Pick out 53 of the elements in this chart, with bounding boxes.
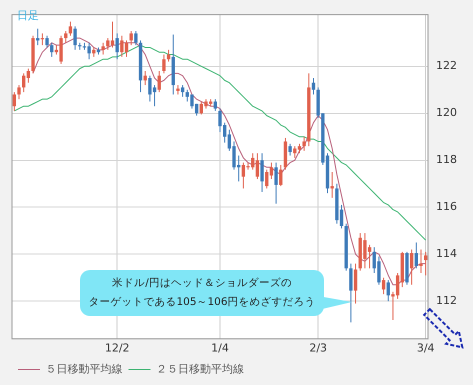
y-tick-label: 114 [436,247,458,260]
candlestick [349,263,353,323]
candlestick [148,75,152,102]
candlestick [414,242,418,269]
y-tick-label: 112 [436,294,458,308]
annotation: ターゲットである105～106円をめざすだろう [87,295,317,310]
candlestick [101,42,105,56]
candlestick [106,38,110,50]
candlestick [288,143,292,156]
y-tick-label: 118 [436,153,458,166]
candlestick [312,78,316,95]
candlestick [130,30,133,46]
y-tick-label: 116 [436,200,458,214]
x-tick-label: 12/2 [104,341,130,354]
candlestick [279,164,282,187]
candlestick [162,54,166,74]
candlestick [64,30,68,44]
candlestick [144,70,147,86]
candlestick [180,84,184,98]
candlestick [176,84,180,95]
y-tick-label: 122 [436,59,458,72]
candlestick [87,42,91,60]
x-tick-label: 2/3 [309,341,328,354]
candlestick [382,277,386,295]
x-tick-label: 3/4 [416,341,435,354]
candlestick [274,162,278,204]
candlestick [386,280,390,302]
candlestick [242,162,246,189]
legend-label: ２５日移動平均線 [156,362,244,376]
candlestick [73,26,77,50]
y-tick-label: 120 [436,106,458,120]
candlestick [166,49,170,62]
candlestick [419,249,423,274]
annotation: 日足 [17,8,39,23]
candlestick [260,152,264,192]
candlestick [424,251,428,276]
candlestick [36,28,40,46]
legend-label: ５日移動平均線 [46,362,122,376]
candlestick [68,21,72,36]
candlestick [158,70,161,93]
x-tick-label: 1/4 [211,341,229,354]
annotation: 米ドル/円はヘッド＆ショルダーズの [111,276,293,291]
candlestick [302,136,306,152]
candlestick [12,92,16,112]
candlestick [115,32,119,60]
candlestick [134,30,138,46]
candlestick [92,46,96,58]
candlestick [40,32,44,46]
candlestick [410,249,414,286]
candlestick [214,98,218,112]
candlestick [330,172,334,198]
candlestick [120,35,124,58]
candlestick [50,42,54,58]
